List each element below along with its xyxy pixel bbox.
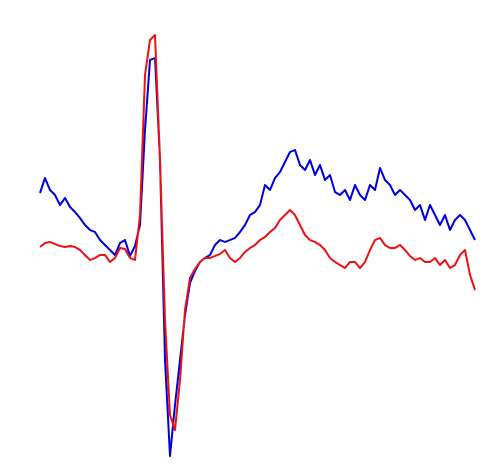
series-line — [39, 57, 476, 457]
series-line — [39, 34, 476, 431]
